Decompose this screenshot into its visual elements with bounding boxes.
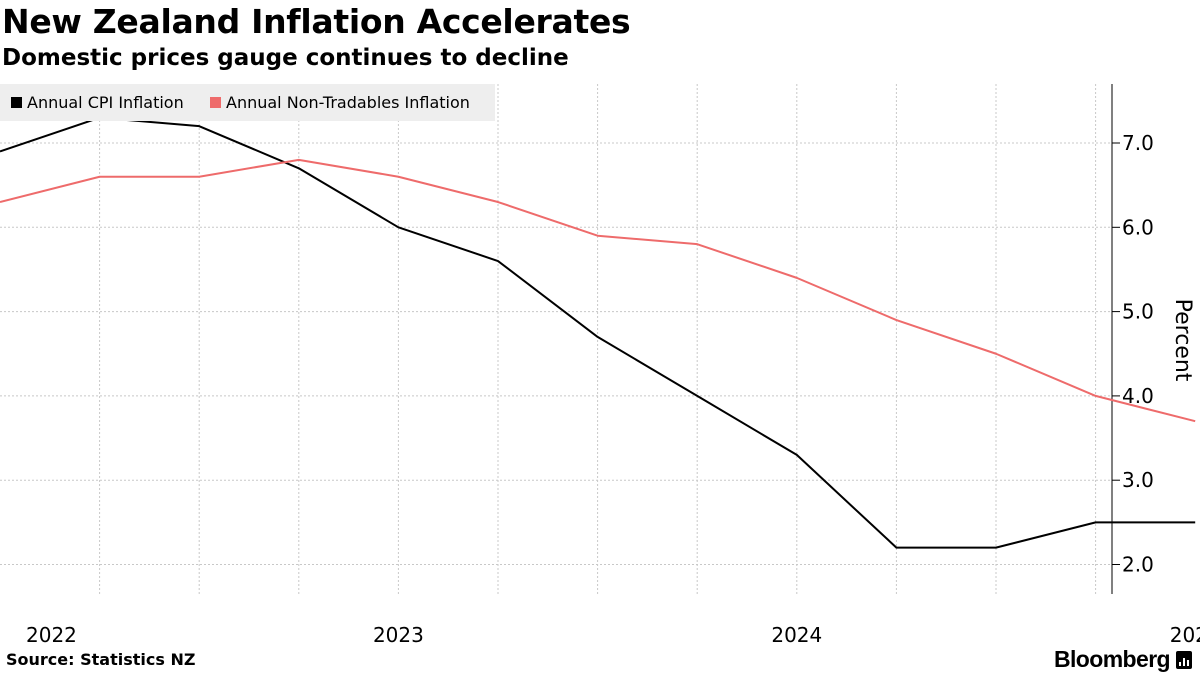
brand-name: Bloomberg	[1054, 646, 1171, 672]
data-point-cpi	[197, 124, 201, 128]
data-point-cpi	[396, 225, 400, 229]
source-note: Source: Statistics NZ	[6, 650, 196, 669]
data-point-non-tradables	[795, 276, 799, 280]
data-point-cpi	[795, 453, 799, 457]
bar-chart-icon	[1176, 650, 1192, 669]
legend: Annual CPI Inflation Annual Non-Tradable…	[0, 84, 495, 121]
y-tick-label: 5.0	[1122, 300, 1154, 324]
chart-subtitle: Domestic prices gauge continues to decli…	[2, 45, 569, 71]
x-tick-label: 2023	[373, 623, 424, 647]
data-point-non-tradables	[396, 175, 400, 179]
data-point-non-tradables	[596, 234, 600, 238]
y-tick-label: 6.0	[1122, 215, 1154, 239]
data-point-cpi	[1094, 520, 1098, 524]
data-point-cpi	[496, 259, 500, 263]
bloomberg-logo: Bloomberg	[1054, 646, 1192, 673]
data-point-non-tradables	[496, 200, 500, 204]
legend-label-cpi: Annual CPI Inflation	[27, 93, 184, 112]
legend-background	[0, 84, 495, 121]
data-point-non-tradables	[994, 352, 998, 356]
data-point-cpi	[297, 166, 301, 170]
data-point-non-tradables	[98, 175, 102, 179]
data-point-non-tradables	[894, 318, 898, 322]
data-point-cpi	[894, 546, 898, 550]
legend-swatch-cpi	[11, 97, 22, 108]
data-point-non-tradables	[1094, 394, 1098, 398]
legend-label-non-tradables: Annual Non-Tradables Inflation	[226, 93, 470, 112]
x-tick-label: 2025	[1170, 623, 1200, 647]
data-point-non-tradables	[297, 158, 301, 162]
data-point-cpi	[994, 546, 998, 550]
y-tick-label: 7.0	[1122, 131, 1154, 155]
y-axis-title: Percent	[1170, 299, 1195, 382]
y-axis: 2.03.04.05.06.07.0	[1111, 84, 1154, 594]
data-point-non-tradables	[197, 175, 201, 179]
data-point-non-tradables	[1193, 419, 1197, 423]
grid-lines	[0, 84, 1112, 594]
data-point-cpi	[596, 335, 600, 339]
chart-title: New Zealand Inflation Accelerates	[2, 2, 631, 41]
x-tick-label: 2024	[771, 623, 822, 647]
y-tick-label: 2.0	[1122, 552, 1154, 576]
x-axis-labels: 2022 2023 2024 2025	[26, 623, 1200, 647]
data-point-cpi	[1193, 520, 1197, 524]
y-tick-label: 3.0	[1122, 468, 1154, 492]
series-line-cpi	[0, 116, 1196, 549]
data-point-cpi	[695, 394, 699, 398]
data-point-non-tradables	[695, 242, 699, 246]
series-line-non-tradables	[0, 158, 1196, 423]
legend-swatch-non-tradables	[210, 97, 221, 108]
x-tick-label: 2022	[26, 623, 77, 647]
series-lines	[0, 116, 1197, 550]
